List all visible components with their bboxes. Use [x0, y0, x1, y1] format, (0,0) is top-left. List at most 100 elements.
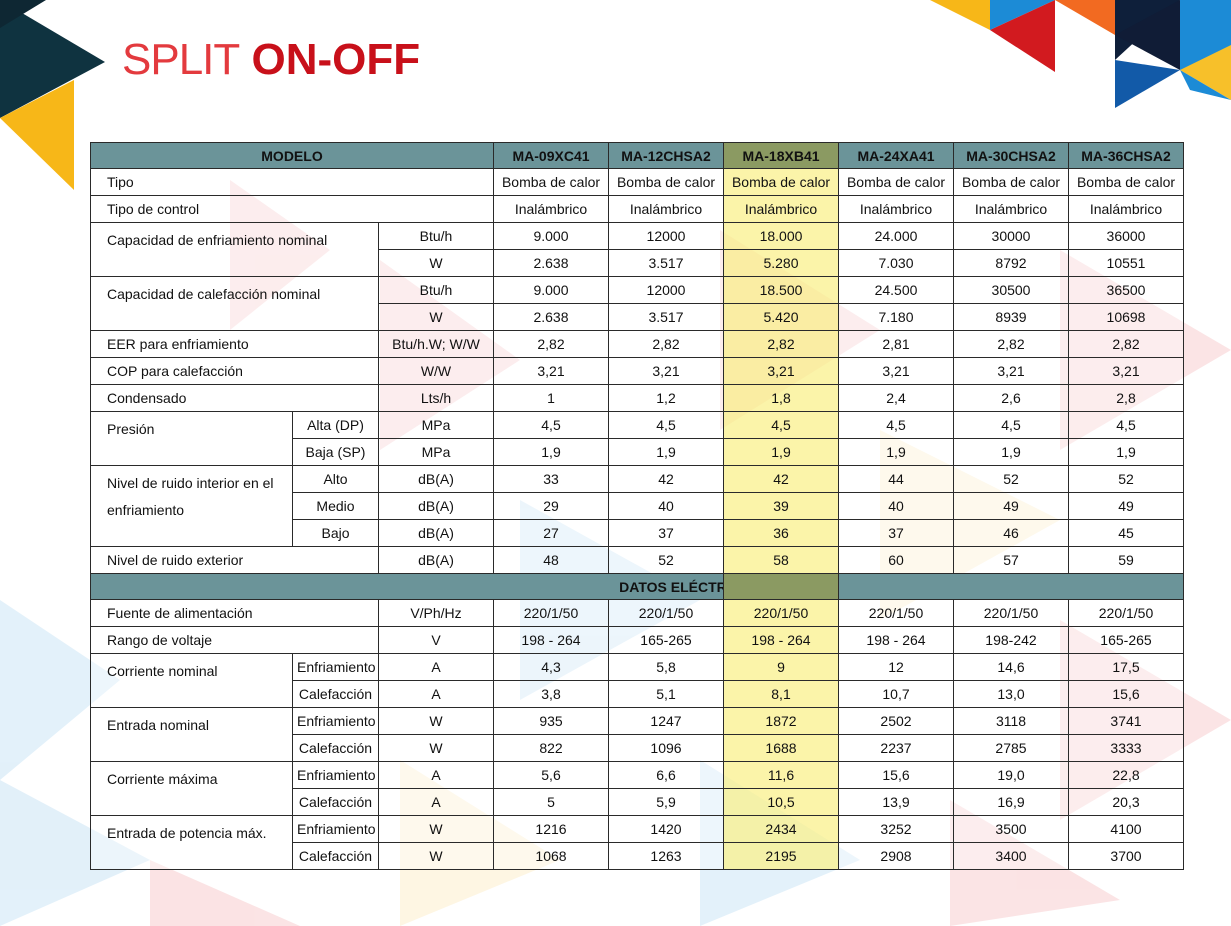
table-cell: 220/1/50	[953, 599, 1069, 627]
table-cell: 11,6	[723, 761, 839, 789]
sub-label: Medio	[292, 492, 379, 520]
unit-cell: dB(A)	[378, 519, 494, 547]
model-col-2: MA-12CHSA2	[608, 142, 724, 169]
sub-label: Enfriamiento	[292, 653, 379, 681]
table-cell: 42	[723, 465, 839, 493]
sub-label: Calefacción	[292, 734, 379, 762]
table-cell: 2.638	[493, 303, 609, 331]
table-cell: 5.420	[723, 303, 839, 331]
table-row: Nivel de ruido exterior dB(A) 48 52 58 6…	[90, 546, 1184, 574]
unit-cell: A	[378, 653, 494, 681]
sub-label: Calefacción	[292, 680, 379, 708]
table-cell: 3500	[953, 815, 1069, 843]
unit-cell: MPa	[378, 438, 494, 466]
table-cell: 8,1	[723, 680, 839, 708]
unit-cell: W	[378, 249, 494, 277]
table-cell: 37	[608, 519, 724, 547]
table-row: Presión Alta (DP) MPa 4,5 4,5 4,5 4,5 4,…	[90, 411, 1184, 466]
table-cell: 2785	[953, 734, 1069, 762]
table-cell: 2434	[723, 815, 839, 843]
table-cell: 220/1/50	[723, 599, 839, 627]
unit-cell: A	[378, 788, 494, 816]
table-cell: 4,3	[493, 653, 609, 681]
table-cell: 4,5	[1068, 411, 1184, 439]
table-cell: 1,9	[608, 438, 724, 466]
table-cell: 1,9	[1068, 438, 1184, 466]
table-cell: 2,6	[953, 384, 1069, 412]
table-cell: 2,82	[493, 330, 609, 358]
row-label: Fuente de alimentación	[90, 599, 379, 627]
table-cell: 20,3	[1068, 788, 1184, 816]
table-cell: 2237	[838, 734, 954, 762]
sub-label: Alta (DP)	[292, 411, 379, 439]
unit-cell: Btu/h	[378, 276, 494, 304]
table-row: Tipo de control Inalámbrico Inalámbrico …	[90, 195, 1184, 223]
table-cell: 220/1/50	[838, 599, 954, 627]
table-row: Condensado Lts/h 1 1,2 1,8 2,4 2,6 2,8	[90, 384, 1184, 412]
section-header-row: DATOS ELÉCTRICOS	[90, 573, 1184, 600]
table-cell: 3,21	[953, 357, 1069, 385]
table-cell: 17,5	[1068, 653, 1184, 681]
table-cell: 10,5	[723, 788, 839, 816]
table-cell: 7.030	[838, 249, 954, 277]
table-cell: 13,9	[838, 788, 954, 816]
table-cell: 44	[838, 465, 954, 493]
table-cell: 1,2	[608, 384, 724, 412]
table-cell: 10551	[1068, 249, 1184, 277]
unit-cell: A	[378, 680, 494, 708]
table-cell: 3.517	[608, 249, 724, 277]
model-col-3: MA-18XB41	[723, 142, 839, 169]
table-row: Nivel de ruido interior en el enfriamien…	[90, 465, 1184, 547]
model-col-5: MA-30CHSA2	[953, 142, 1069, 169]
table-row: Calefacción A 3,8 5,1 8,1 10,7 13,0 15,6	[91, 680, 1184, 708]
corner-red-tri-1	[990, 0, 1055, 72]
table-row: Calefacción A 5 5,9 10,5 13,9 16,9 20,3	[91, 788, 1184, 816]
table-row: Calefacción W 1068 1263 2195 2908 3400 3…	[91, 842, 1184, 870]
table-cell: 3400	[953, 842, 1069, 870]
unit-cell: Btu/h.W; W/W	[378, 330, 494, 358]
table-cell: 7.180	[838, 303, 954, 331]
table-cell: 2,82	[723, 330, 839, 358]
unit-cell: Btu/h	[378, 222, 494, 250]
table-cell: 16,9	[953, 788, 1069, 816]
unit-cell: MPa	[378, 411, 494, 439]
corner-navy-wedge	[0, 0, 46, 28]
table-cell: 15,6	[838, 761, 954, 789]
table-row: EER para enfriamiento Btu/h.W; W/W 2,82 …	[90, 330, 1184, 358]
table-cell: 9	[723, 653, 839, 681]
table-cell: 3,21	[723, 357, 839, 385]
table-cell: 4,5	[493, 411, 609, 439]
table-cell: 24.500	[838, 276, 954, 304]
table-cell: 5,8	[608, 653, 724, 681]
table-cell: Bomba de calor	[493, 168, 609, 196]
sub-label: Alto	[292, 465, 379, 493]
table-row: Bajo dB(A) 27 37 36 37 46 45	[91, 519, 1184, 547]
table-cell: 8939	[953, 303, 1069, 331]
table-cell: 14,6	[953, 653, 1069, 681]
table-cell: 46	[953, 519, 1069, 547]
table-cell: 3.517	[608, 303, 724, 331]
section-fill	[838, 573, 1184, 600]
table-cell: Bomba de calor	[608, 168, 724, 196]
title-bold: ON-OFF	[251, 35, 421, 84]
unit-cell: dB(A)	[378, 492, 494, 520]
table-cell: 2,81	[838, 330, 954, 358]
table-cell: 4,5	[838, 411, 954, 439]
table-cell: 12000	[608, 276, 724, 304]
table-cell: 3741	[1068, 707, 1184, 735]
sub-label: Enfriamiento	[292, 707, 379, 735]
row-label: Entrada de potencia máx.	[90, 815, 293, 870]
unit-cell: Lts/h	[378, 384, 494, 412]
table-cell: 30500	[953, 276, 1069, 304]
table-row: Medio dB(A) 29 40 39 40 49 49	[91, 492, 1184, 520]
table-cell: 3700	[1068, 842, 1184, 870]
table-cell: 3,21	[493, 357, 609, 385]
model-col-4: MA-24XA41	[838, 142, 954, 169]
table-row: Corriente nominal Enfriamiento A 4,3 5,8…	[90, 653, 1184, 708]
corner-yellow-top	[930, 0, 1000, 30]
row-label: Entrada nominal	[90, 707, 293, 762]
table-cell: 2,8	[1068, 384, 1184, 412]
table-cell: 24.000	[838, 222, 954, 250]
table-cell: 40	[838, 492, 954, 520]
table-cell: 2,82	[1068, 330, 1184, 358]
